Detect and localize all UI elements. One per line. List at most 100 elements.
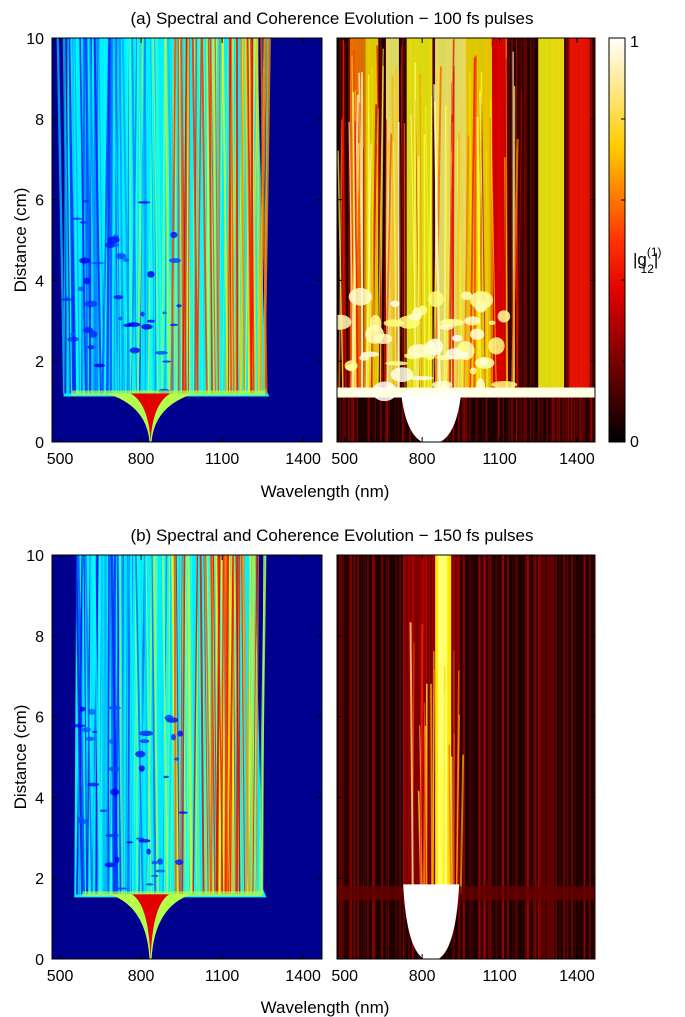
- spectral-blob: [135, 837, 144, 840]
- y-tick-label: 4: [35, 790, 44, 807]
- spectral-map-b: [71, 555, 267, 959]
- coherence-stripe: [440, 769, 444, 895]
- coherence-map-a: [337, 38, 595, 442]
- spectral-blob: [113, 295, 124, 300]
- coherence-blob: [428, 291, 444, 308]
- coherence-blob: [451, 334, 463, 342]
- coherence-stripe: [419, 623, 424, 895]
- coherence-pump-dome: [401, 393, 462, 442]
- spectral-stripe: [83, 555, 88, 895]
- spectral-hot-stripe: [229, 555, 234, 895]
- y-tick-label: 8: [35, 629, 44, 646]
- coherence-stripe: [445, 102, 449, 394]
- spectral-blob: [146, 848, 151, 855]
- x-tick-label: 800: [409, 451, 436, 468]
- coherence-stripe: [452, 71, 455, 394]
- coherence-stripe: [430, 683, 434, 895]
- spectral-blob: [151, 860, 158, 865]
- spectral-blob: [123, 323, 133, 327]
- spectral-hot-stripe: [204, 555, 212, 895]
- spectral-blob: [82, 200, 90, 203]
- spectral-blob: [70, 331, 76, 337]
- spectral-blob: [138, 765, 145, 772]
- title-b: (b) Spectral and Coherence Evolution − 1…: [130, 526, 533, 545]
- spectral-hot-stripe: [187, 38, 190, 394]
- spectral-stripe: [255, 38, 261, 394]
- coherence-stripe: [455, 670, 460, 895]
- coherence-blob: [337, 314, 352, 330]
- spectral-blob: [91, 730, 98, 733]
- spectral-blob: [87, 708, 96, 715]
- coherence-stripe: [459, 754, 465, 895]
- spectral-stripe: [98, 38, 105, 394]
- coherence-stripe: [443, 105, 447, 394]
- spectral-blob: [82, 727, 91, 733]
- x-tick-label: 500: [47, 451, 74, 468]
- coherence-stripe: [383, 119, 388, 394]
- spectral-stripe: [232, 555, 241, 895]
- coherence-blob: [488, 320, 496, 325]
- spectral-stripe: [152, 38, 160, 394]
- coherence-pump-dome: [403, 884, 460, 959]
- spectral-blob: [147, 271, 155, 278]
- colorbar-tick-label: 1: [630, 34, 639, 51]
- spectral-stripe: [109, 555, 115, 895]
- spectral-stripe: [113, 38, 120, 394]
- spectral-blob: [77, 819, 89, 824]
- spectral-stripe: [160, 555, 162, 895]
- spectral-blob: [170, 231, 178, 239]
- spectral-blob: [108, 706, 121, 710]
- coherence-band: [406, 38, 433, 394]
- spectral-hot-stripe: [181, 555, 186, 895]
- coherence-stripe: [489, 117, 492, 394]
- spectral-stripe: [139, 555, 145, 895]
- x-tick-label: 1100: [482, 968, 517, 985]
- coherence-stripe: [504, 58, 507, 394]
- spectral-stripe: [199, 555, 202, 895]
- coherence-stripe: [517, 90, 523, 394]
- coherence-blob: [458, 345, 468, 352]
- spectral-hot-stripe: [227, 38, 232, 394]
- spectral-stripe: [206, 38, 211, 394]
- coherence-blob: [469, 291, 494, 310]
- spectral-stripe: [145, 555, 152, 895]
- spectral-blob: [60, 298, 73, 301]
- spectral-stripe: [109, 38, 114, 394]
- spectral-stripe: [146, 38, 154, 394]
- spectral-blob: [107, 236, 120, 244]
- coherence-stripe: [469, 57, 476, 394]
- coherence-frame-b: [336, 554, 596, 960]
- spectral-blob: [135, 750, 146, 758]
- coherence-blob: [408, 376, 434, 381]
- spectral-stripe: [250, 555, 254, 895]
- spectral-stripe: [116, 555, 121, 895]
- coherence-blob: [426, 338, 444, 356]
- spectral-blob: [88, 330, 98, 338]
- spectral-panel-a: [52, 38, 322, 442]
- spectral-blob: [155, 350, 168, 355]
- coherence-blob: [411, 307, 422, 321]
- spectral-blob: [87, 345, 95, 350]
- spectral-blob: [79, 257, 91, 264]
- spectral-blob: [91, 262, 105, 265]
- xlabel-b: Wavelength (nm): [261, 998, 390, 1017]
- x-tick-label: 1100: [205, 968, 240, 985]
- figure-a: (a) Spectral and Coherence Evolution − 1…: [11, 9, 662, 501]
- spectral-blob: [174, 859, 184, 865]
- spectral-blob: [157, 858, 164, 865]
- spectral-hot-stripe: [241, 555, 246, 895]
- xlabel-a: Wavelength (nm): [261, 482, 390, 501]
- y-tick-label: 6: [35, 193, 44, 210]
- spectral-stripe: [110, 555, 119, 895]
- spectral-breakup-band: [71, 390, 266, 396]
- coherence-band: [491, 38, 508, 394]
- spectral-blob: [115, 887, 128, 890]
- spectral-blob: [71, 217, 83, 220]
- x-tick-label: 1400: [559, 451, 595, 468]
- spectral-hot-stripe: [223, 555, 229, 895]
- spectral-hot-stripe: [252, 555, 257, 895]
- spectral-stripe: [252, 555, 256, 895]
- coherence-stripe: [399, 46, 403, 394]
- x-tick-label: 800: [409, 968, 436, 985]
- spectral-stripe: [114, 38, 118, 394]
